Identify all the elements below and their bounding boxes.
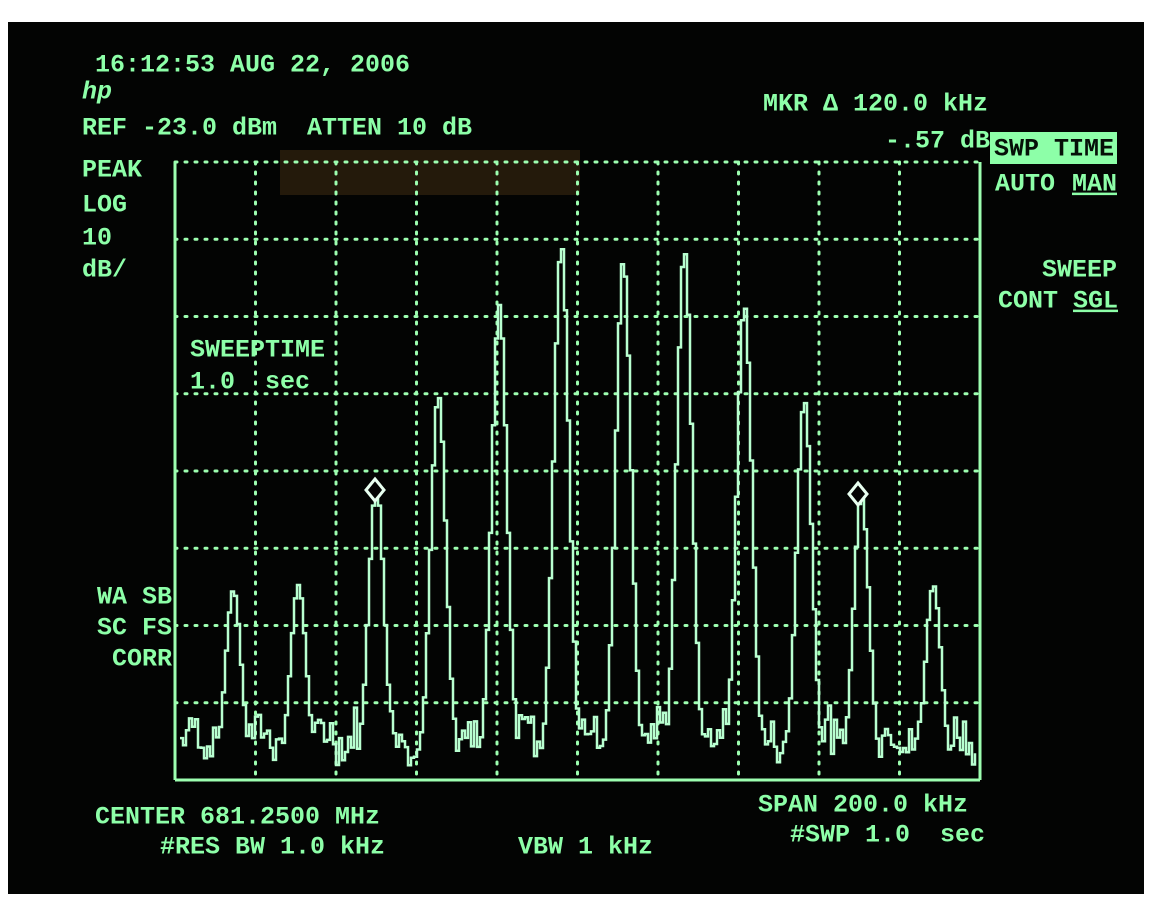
screen-note-value: 1.0 sec (190, 368, 310, 397)
detector: PEAK (82, 156, 142, 185)
softkey-title[interactable]: SWEEP (1042, 256, 1117, 285)
scale-value: 10 (82, 224, 112, 253)
markers (364, 476, 869, 508)
softkey-title[interactable]: SWP TIME (994, 135, 1114, 164)
status: WA SB (97, 583, 172, 612)
spectrum-trace (180, 248, 977, 767)
resolution-bandwidth: #RES BW 1.0 kHz (160, 833, 385, 862)
softkey-option[interactable]: MAN (1072, 170, 1117, 199)
softkey-option[interactable]: CONT (998, 287, 1058, 316)
softkey-highlight (990, 132, 1117, 164)
status: SC FS (97, 614, 172, 643)
marker-diamond (364, 476, 386, 504)
scale-unit: dB/ (82, 256, 127, 285)
span: SPAN 200.0 kHz (758, 791, 968, 820)
screen-note-label: SWEEPTIME (190, 336, 325, 365)
center-frequency: CENTER 681.2500 MHz (95, 803, 380, 832)
sweep: #SWP 1.0 sec (790, 821, 985, 850)
timestamp: 16:12:53 AUG 22, 2006 (95, 51, 410, 80)
hp-logo: hp (82, 78, 112, 107)
marker-level: -.57 dB (885, 127, 990, 156)
glare (280, 150, 580, 195)
reference: REF -23.0 dBm ATTEN 10 dB (82, 114, 472, 143)
status: CORR (112, 645, 172, 674)
marker: MKR Δ 120.0 kHz (763, 90, 988, 119)
softkey-option[interactable]: SGL (1073, 287, 1118, 316)
softkey-option[interactable]: AUTO (995, 170, 1055, 199)
video-bandwidth: VBW 1 kHz (518, 833, 653, 862)
scale: LOG (82, 191, 127, 220)
marker-diamond (847, 480, 869, 508)
graticule (173, 160, 982, 782)
